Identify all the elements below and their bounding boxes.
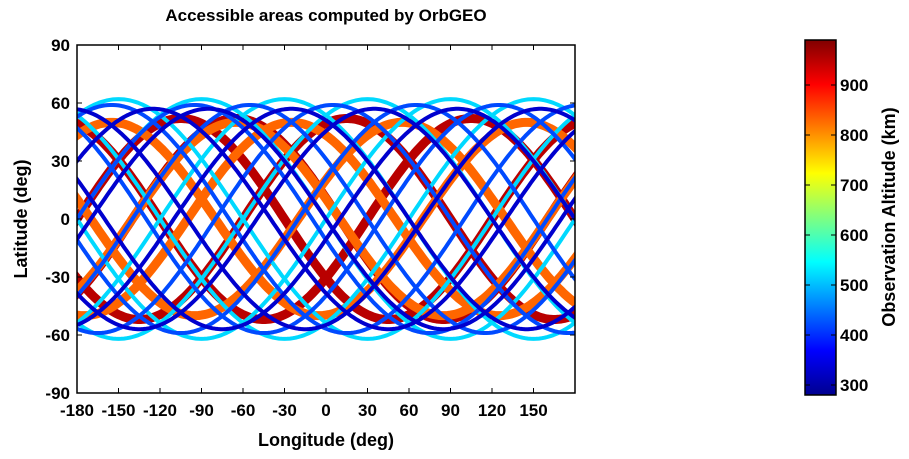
- x-tick-label: 0: [321, 401, 330, 420]
- colorbar-tick-label: 500: [840, 276, 868, 295]
- colorbar-tick-label: 700: [840, 176, 868, 195]
- x-tick-label: 90: [441, 401, 460, 420]
- ground-track: [77, 97, 575, 341]
- ground-track: [77, 103, 575, 335]
- colorbar: 900 800 700 600 500 400 300 Observation Altitu…: [804, 39, 899, 396]
- x-tick-label: -90: [189, 401, 214, 420]
- y-axis-ticks: 90 60 30 0 -30 -60 -90: [45, 36, 575, 403]
- ground-track: [77, 97, 575, 341]
- ground-track: [77, 103, 575, 335]
- plot-area: -180 -150 -120 -90 -60 -30 0 30 60 90 120 150 90 60 3…: [45, 36, 576, 420]
- ground-track: [77, 117, 575, 321]
- ground-track: [77, 106, 575, 332]
- colorbar-label: Observation Altitude (km): [879, 107, 899, 326]
- colorbar-tick-label: 300: [840, 376, 868, 395]
- chart-title: Accessible areas computed by OrbGEO: [165, 6, 486, 25]
- ground-track: [77, 103, 575, 335]
- y-tick-label: -90: [45, 384, 70, 403]
- colorbar-tick-label: 800: [840, 126, 868, 145]
- colorbar-tick-label: 900: [840, 76, 868, 95]
- colorbar-gradient: [804, 39, 837, 396]
- x-tick-label: -150: [101, 401, 135, 420]
- ground-track: [77, 117, 575, 321]
- x-axis-ticks: -180 -150 -120 -90 -60 -30 0 30 60 90 120 150: [60, 45, 548, 420]
- ground-tracks: [77, 97, 575, 341]
- ground-track: [77, 117, 575, 321]
- x-tick-label: -180: [60, 401, 94, 420]
- y-tick-label: -60: [45, 326, 70, 345]
- ground-track: [77, 106, 575, 332]
- y-tick-label: 0: [61, 210, 70, 229]
- y-tick-label: 90: [51, 36, 70, 55]
- colorbar-tick-label: 600: [840, 226, 868, 245]
- y-axis-label: Latitude (deg): [11, 160, 31, 279]
- ground-track: [77, 114, 575, 324]
- y-tick-label: -30: [45, 268, 70, 287]
- x-tick-label: 120: [478, 401, 506, 420]
- y-tick-label: 30: [51, 152, 70, 171]
- x-tick-label: -60: [231, 401, 256, 420]
- x-tick-label: 60: [400, 401, 419, 420]
- ground-track: [77, 106, 575, 332]
- x-axis-label: Longitude (deg): [258, 430, 394, 450]
- colorbar-ticks: 900 800 700 600 500 400 300: [805, 76, 868, 395]
- ground-track: [77, 103, 575, 335]
- ground-track: [77, 106, 575, 332]
- ground-track: [77, 106, 575, 332]
- x-tick-label: -120: [143, 401, 177, 420]
- y-tick-label: 60: [51, 94, 70, 113]
- x-tick-label: 30: [358, 401, 377, 420]
- ground-track: [77, 114, 575, 324]
- x-tick-label: -30: [272, 401, 297, 420]
- ground-track: [77, 106, 575, 332]
- x-tick-label: 150: [519, 401, 547, 420]
- colorbar-tick-label: 400: [840, 326, 868, 345]
